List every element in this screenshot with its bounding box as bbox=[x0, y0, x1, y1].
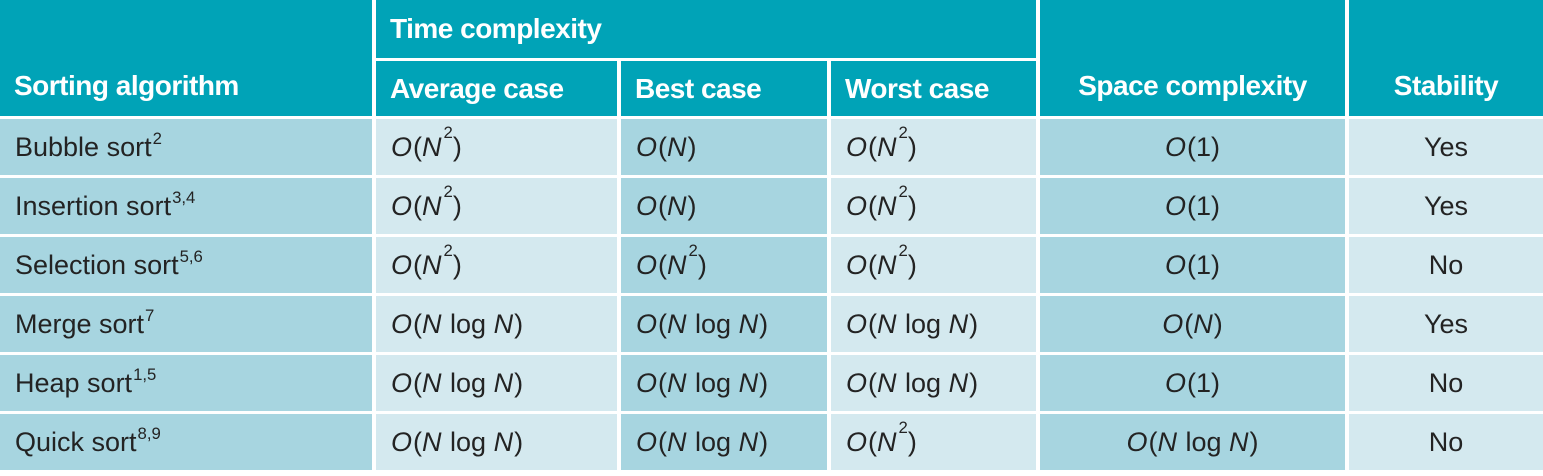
cell-row2-best: O(N) bbox=[621, 178, 827, 234]
cell-row6-algorithm: Quick sort 8,9 bbox=[0, 414, 372, 470]
cell-row2-space: O(1) bbox=[1040, 178, 1345, 234]
cell-row5-algorithm: Heap sort 1,5 bbox=[0, 355, 372, 411]
header-sorting-algorithm-label: Sorting algorithm bbox=[14, 70, 239, 101]
complexity-value: O(N 2) bbox=[391, 181, 462, 221]
cell-row3-average: O(N 2) bbox=[376, 237, 617, 293]
algorithm-name: Quick sort bbox=[15, 426, 137, 457]
header-best-case-label: Best case bbox=[635, 72, 762, 104]
algorithm-name: Selection sort bbox=[15, 249, 179, 280]
header-average-case-label: Average case bbox=[390, 72, 564, 104]
complexity-value: O(N 2) bbox=[846, 122, 917, 162]
header-best-case: Best case bbox=[621, 61, 827, 116]
cell-row1-stability: Yes bbox=[1349, 119, 1543, 175]
header-space-complexity-label: Space complexity bbox=[1078, 70, 1307, 101]
complexity-value: O(N 2) bbox=[846, 240, 917, 280]
stability-value: No bbox=[1428, 367, 1464, 398]
complexity-value: O(N 2) bbox=[846, 417, 917, 457]
cell-row4-algorithm: Merge sort 7 bbox=[0, 296, 372, 352]
complexity-value: O(N log N) bbox=[391, 426, 524, 457]
algorithm-name: Merge sort bbox=[15, 308, 145, 339]
algorithm-name: Insertion sort bbox=[15, 190, 172, 221]
cell-row3-space: O(1) bbox=[1040, 237, 1345, 293]
cell-row2-worst: O(N 2) bbox=[831, 178, 1036, 234]
complexity-value: O(N 2) bbox=[391, 240, 462, 280]
cell-row5-worst: O(N log N) bbox=[831, 355, 1036, 411]
complexity-value: O(1) bbox=[1164, 249, 1220, 280]
cell-row1-worst: O(N 2) bbox=[831, 119, 1036, 175]
algorithm-name: Heap sort bbox=[15, 367, 133, 398]
stability-value: No bbox=[1428, 426, 1464, 457]
cell-row2-average: O(N 2) bbox=[376, 178, 617, 234]
header-space-complexity: Space complexity bbox=[1040, 0, 1345, 116]
complexity-value: O(N log N) bbox=[636, 308, 769, 339]
complexity-value: O(N log N) bbox=[636, 367, 769, 398]
complexity-value: O(N log N) bbox=[846, 308, 979, 339]
cell-row3-best: O(N 2) bbox=[621, 237, 827, 293]
complexity-value: O(N) bbox=[636, 131, 697, 162]
complexity-value: O(N) bbox=[1162, 308, 1223, 339]
complexity-value: O(1) bbox=[1164, 131, 1220, 162]
stability-value: Yes bbox=[1423, 131, 1469, 162]
cell-row4-average: O(N log N) bbox=[376, 296, 617, 352]
complexity-value: O(N) bbox=[636, 190, 697, 221]
cell-row1-space: O(1) bbox=[1040, 119, 1345, 175]
header-time-complexity: Time complexity bbox=[376, 0, 1036, 58]
complexity-value: O(N 2) bbox=[846, 181, 917, 221]
complexity-value: O(1) bbox=[1164, 367, 1220, 398]
cell-row5-best: O(N log N) bbox=[621, 355, 827, 411]
complexity-value: O(N log N) bbox=[391, 308, 524, 339]
cell-row2-stability: Yes bbox=[1349, 178, 1543, 234]
stability-value: No bbox=[1428, 249, 1464, 280]
cell-row6-worst: O(N 2) bbox=[831, 414, 1036, 470]
cell-row6-best: O(N log N) bbox=[621, 414, 827, 470]
complexity-value: O(N 2) bbox=[636, 240, 707, 280]
header-average-case: Average case bbox=[376, 61, 617, 116]
header-worst-case-label: Worst case bbox=[845, 72, 989, 104]
cell-row6-stability: No bbox=[1349, 414, 1543, 470]
cell-row1-average: O(N 2) bbox=[376, 119, 617, 175]
header-stability: Stability bbox=[1349, 0, 1543, 116]
complexity-value: O(N log N) bbox=[391, 367, 524, 398]
cell-row3-algorithm: Selection sort 5,6 bbox=[0, 237, 372, 293]
complexity-value: O(N log N) bbox=[636, 426, 769, 457]
cell-row6-space: O(N log N) bbox=[1040, 414, 1345, 470]
cell-row4-worst: O(N log N) bbox=[831, 296, 1036, 352]
cell-row5-space: O(1) bbox=[1040, 355, 1345, 411]
complexity-value: O(N log N) bbox=[1126, 426, 1259, 457]
header-sorting-algorithm: Sorting algorithm bbox=[0, 0, 372, 116]
cell-row4-best: O(N log N) bbox=[621, 296, 827, 352]
header-time-complexity-label: Time complexity bbox=[390, 13, 602, 44]
header-stability-label: Stability bbox=[1393, 70, 1499, 101]
cell-row6-average: O(N log N) bbox=[376, 414, 617, 470]
cell-row3-worst: O(N 2) bbox=[831, 237, 1036, 293]
cell-row3-stability: No bbox=[1349, 237, 1543, 293]
complexity-value: O(1) bbox=[1164, 190, 1220, 221]
complexity-value: O(N log N) bbox=[846, 367, 979, 398]
stability-value: Yes bbox=[1423, 190, 1469, 221]
cell-row1-algorithm: Bubble sort 2 bbox=[0, 119, 372, 175]
cell-row4-stability: Yes bbox=[1349, 296, 1543, 352]
cell-row5-average: O(N log N) bbox=[376, 355, 617, 411]
cell-row4-space: O(N) bbox=[1040, 296, 1345, 352]
stability-value: Yes bbox=[1423, 308, 1469, 339]
header-worst-case: Worst case bbox=[831, 61, 1036, 116]
algorithm-name: Bubble sort bbox=[15, 131, 152, 162]
cell-row5-stability: No bbox=[1349, 355, 1543, 411]
cell-row1-best: O(N) bbox=[621, 119, 827, 175]
complexity-value: O(N 2) bbox=[391, 122, 462, 162]
cell-row2-algorithm: Insertion sort 3,4 bbox=[0, 178, 372, 234]
